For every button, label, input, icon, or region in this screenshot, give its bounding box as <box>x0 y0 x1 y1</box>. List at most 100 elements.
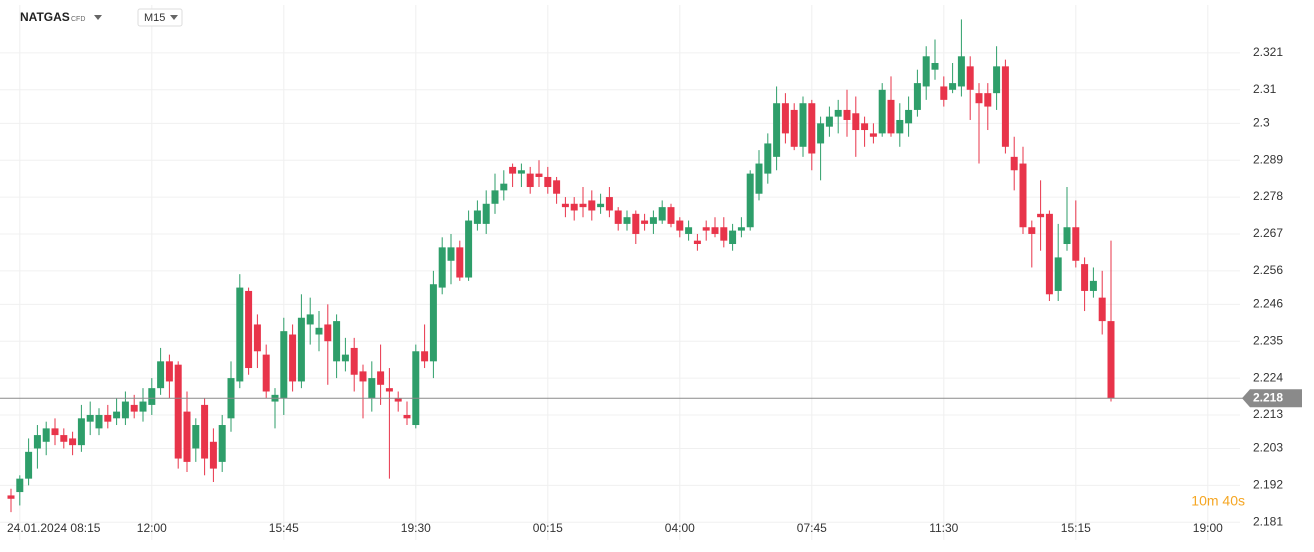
x-tick-label: 19:30 <box>401 521 431 535</box>
symbol-dropdown[interactable] <box>94 15 102 20</box>
candle-body <box>262 354 270 392</box>
candle-body <box>623 217 631 224</box>
candle-body <box>720 227 728 241</box>
candle-body <box>16 478 24 493</box>
candle-body <box>605 197 613 211</box>
candle-body <box>544 176 552 188</box>
header: NATGAS CFD M15 <box>20 8 183 27</box>
candle-body <box>51 428 59 436</box>
candle-body <box>526 173 534 188</box>
candle-body <box>588 200 596 211</box>
candle-body <box>482 203 490 224</box>
timeframe-dropdown[interactable] <box>170 15 178 20</box>
timeframe[interactable]: M15 <box>144 12 165 24</box>
candle-body <box>755 163 763 194</box>
candle-body <box>1098 297 1106 322</box>
overlay: 2.218 <box>0 389 1302 408</box>
candle-body <box>1107 321 1115 399</box>
candle-body <box>297 317 305 382</box>
candle-body <box>1072 227 1080 261</box>
candle-body <box>790 109 798 147</box>
candle-body <box>852 113 860 131</box>
timeframe-box[interactable] <box>137 8 183 27</box>
candle-body <box>693 240 701 245</box>
candle-body <box>95 414 103 429</box>
price-tag <box>1242 389 1302 408</box>
candle-body <box>165 361 173 382</box>
candle-body <box>808 103 816 154</box>
x-tick-label: 15:45 <box>269 521 299 535</box>
candle-body <box>905 109 913 124</box>
candle-body <box>148 388 156 405</box>
candle-body <box>130 404 138 412</box>
candle-body <box>218 425 226 462</box>
candle-body <box>632 213 640 234</box>
candle-body <box>421 351 429 362</box>
candle-body <box>579 203 587 208</box>
candle-body <box>377 371 385 385</box>
candle-body <box>1037 213 1045 218</box>
candle-body <box>913 83 921 110</box>
candle-body <box>614 210 622 224</box>
candle-body <box>183 411 191 462</box>
y-tick-label: 2.3 <box>1253 116 1270 130</box>
candle-body <box>966 66 974 90</box>
candle-body <box>984 93 992 107</box>
candle-body <box>597 203 605 208</box>
candle-body <box>333 321 341 362</box>
candle-body <box>359 371 367 382</box>
y-tick-label: 2.192 <box>1253 478 1283 492</box>
candle-body <box>500 183 508 191</box>
candle-body <box>922 56 930 87</box>
candle-body <box>42 428 50 442</box>
price-tag-label: 2.218 <box>1253 390 1283 404</box>
candle-body <box>104 414 112 422</box>
x-tick-label: 04:00 <box>665 521 695 535</box>
candle-body <box>825 116 833 127</box>
candle-body <box>77 418 85 446</box>
candle-body <box>1001 66 1009 147</box>
y-tick-label: 2.203 <box>1253 441 1283 455</box>
x-tick-label: 12:00 <box>137 521 167 535</box>
candle-body <box>412 351 420 426</box>
candle-body <box>799 103 807 147</box>
candle-body <box>1081 264 1089 291</box>
candle-body <box>280 331 288 399</box>
candle-body <box>33 435 41 449</box>
candle-body <box>737 227 745 231</box>
candle-body <box>113 411 121 419</box>
candle-body <box>394 398 402 402</box>
candle-body <box>1054 257 1062 291</box>
candle-body <box>817 123 825 144</box>
candle-body <box>465 220 473 278</box>
candle-body <box>253 324 261 352</box>
candle-body <box>993 66 1001 94</box>
candle-body <box>658 207 666 221</box>
y-tick-label: 2.289 <box>1253 152 1283 166</box>
candle-body <box>121 401 129 419</box>
candle-body <box>649 217 657 224</box>
candle-body <box>869 133 877 137</box>
candle-body <box>957 56 965 87</box>
candle-body <box>447 247 455 261</box>
candle-body <box>429 284 437 362</box>
candle-body <box>517 170 525 174</box>
symbol[interactable]: NATGAS <box>20 10 70 24</box>
candle-body <box>139 401 147 412</box>
y-tick-label: 2.267 <box>1253 226 1283 240</box>
x-tick-label: 24.01.2024 08:15 <box>7 521 101 535</box>
candle-body <box>289 334 297 382</box>
candle-body <box>535 173 543 177</box>
candle-body <box>711 227 719 234</box>
y-tick-label: 2.181 <box>1253 514 1283 528</box>
grid: 2.181 2.192 2.203 2.213 2.224 2.235 2.246 2.256… <box>0 5 1283 540</box>
candle-body <box>385 388 393 392</box>
candle-body <box>764 143 772 174</box>
candle-body <box>25 451 33 479</box>
candle-body <box>878 89 886 134</box>
candle-body <box>949 83 957 90</box>
candle-body <box>1019 163 1027 228</box>
candle-body <box>236 287 244 382</box>
